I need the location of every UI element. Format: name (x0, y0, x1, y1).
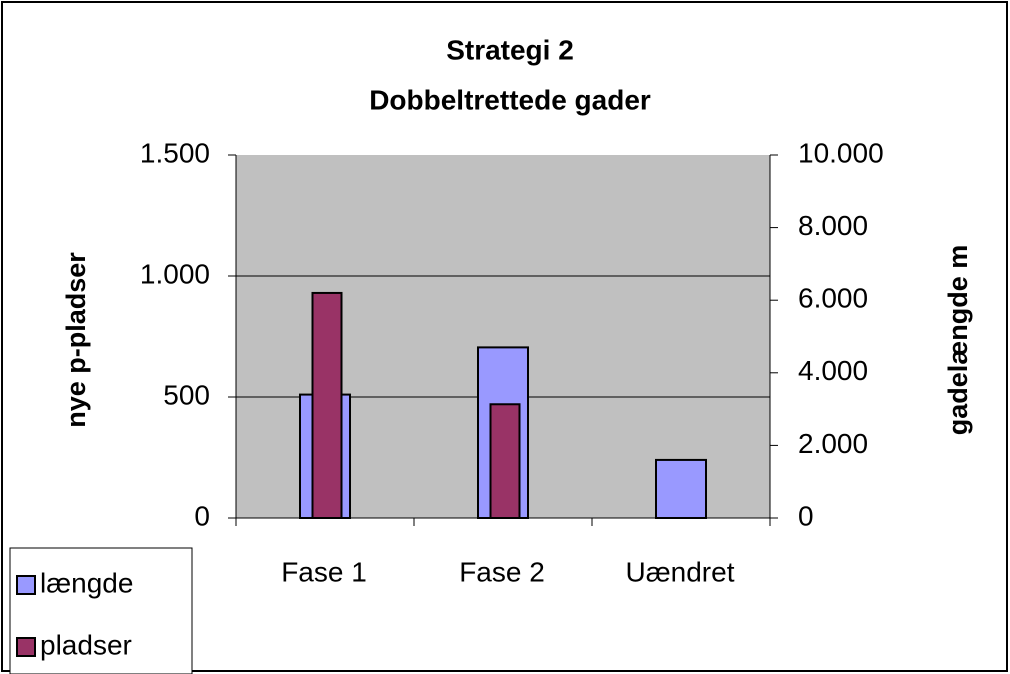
y-tick-label: 0 (194, 500, 210, 531)
y2-tick-label: 2.000 (798, 428, 868, 459)
legend-label: længde (40, 567, 133, 598)
y2-tick-label: 10.000 (798, 137, 884, 168)
y2-tick-label: 6.000 (798, 283, 868, 314)
chart-title: Strategi 2 (446, 34, 574, 65)
y2-tick-label: 8.000 (798, 210, 868, 241)
y-tick-label: 1.500 (140, 137, 210, 168)
legend-swatch (16, 575, 36, 595)
bar (655, 458, 707, 520)
y2-tick-label: 4.000 (798, 355, 868, 386)
y2-axis-title: gadelængde m (943, 245, 973, 436)
legend-swatch (16, 637, 36, 657)
legend-label: pladser (40, 629, 132, 660)
y2-tick-label: 0 (798, 500, 814, 531)
y-tick-label: 500 (163, 379, 210, 410)
bar (311, 291, 343, 519)
x-tick-label: Fase 2 (459, 556, 545, 587)
x-tick-label: Uændret (626, 556, 735, 587)
chart-subtitle: Dobbeltrettede gader (369, 84, 651, 115)
x-tick-label: Fase 1 (281, 556, 367, 587)
y-tick-label: 1.000 (140, 258, 210, 289)
legend-box (9, 547, 193, 674)
y-axis-title: nye p-pladser (61, 252, 91, 428)
bar (489, 403, 521, 520)
